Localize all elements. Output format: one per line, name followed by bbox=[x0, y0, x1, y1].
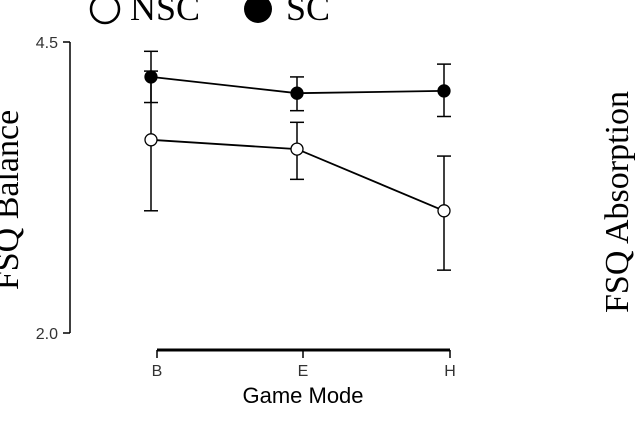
y-tick-label-bottom: 2.0 bbox=[36, 326, 58, 343]
legend-label-sc: SC bbox=[286, 0, 330, 28]
legend-label-nsc: NSC bbox=[130, 0, 200, 28]
x-tick-label-h: H bbox=[444, 363, 456, 380]
y-axis: 4.5 2.0 FSQ Balance bbox=[0, 35, 71, 343]
plot-area bbox=[144, 50, 451, 271]
point-nsc-e bbox=[290, 142, 304, 156]
right-y-axis-label: FSQ Absorption bbox=[599, 91, 636, 313]
legend-marker-nsc bbox=[89, 0, 121, 25]
x-axis: B E H Game Mode bbox=[152, 348, 456, 408]
point-sc-h bbox=[437, 84, 451, 98]
x-tick-label-e: E bbox=[298, 363, 309, 380]
point-nsc-b bbox=[144, 133, 158, 147]
y-axis-label: FSQ Balance bbox=[0, 110, 26, 290]
point-sc-e bbox=[290, 86, 304, 100]
point-nsc-h bbox=[437, 204, 451, 218]
point-sc-b bbox=[144, 70, 158, 84]
x-tick-label-b: B bbox=[152, 363, 163, 380]
x-axis-label: Game Mode bbox=[242, 383, 363, 408]
y-tick-label-top: 4.5 bbox=[36, 35, 58, 52]
legend: NSC SC bbox=[89, 0, 330, 28]
legend-marker-sc bbox=[244, 0, 272, 23]
